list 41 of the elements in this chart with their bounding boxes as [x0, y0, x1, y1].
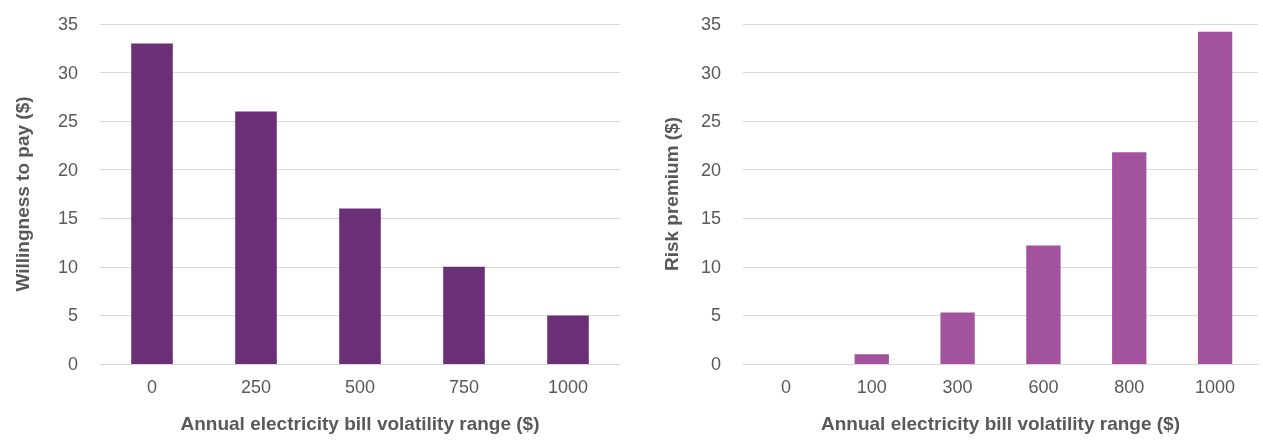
y-tick-label: 10 [57, 256, 78, 277]
y-tick-label: 30 [57, 62, 78, 83]
y-tick-label: 5 [67, 305, 78, 326]
bar [940, 312, 975, 364]
x-tick-label: 1000 [547, 377, 589, 397]
y-tick-label: 15 [57, 208, 78, 229]
y-tick-label: 5 [710, 305, 721, 326]
x-tick-label: 500 [344, 377, 376, 397]
y-axis-title: Willingness to pay ($) [12, 96, 33, 292]
y-tick-label: 30 [700, 62, 721, 83]
x-tick-label: 100 [856, 377, 887, 397]
bar [1197, 31, 1233, 364]
y-tick-label: 20 [57, 159, 78, 180]
x-axis-title: Annual electricity bill volatility range ($) [180, 413, 540, 434]
x-tick-label: 0 [146, 377, 158, 397]
bar [1112, 152, 1147, 364]
bar [1026, 245, 1061, 364]
x-tick-label: 600 [1028, 377, 1059, 397]
bar [339, 208, 381, 364]
bar [547, 315, 589, 364]
y-tick-label: 15 [700, 208, 721, 229]
x-tick-label: 800 [1114, 377, 1145, 397]
y-tick-label: 20 [700, 159, 721, 180]
x-tick-label: 250 [240, 377, 272, 397]
y-tick-label: 0 [67, 354, 78, 374]
bar [235, 111, 277, 364]
x-tick-label: 300 [942, 377, 973, 397]
x-tick-label: 1000 [1195, 377, 1236, 397]
y-tick-label: 10 [700, 256, 721, 277]
x-tick-label: 0 [780, 377, 791, 397]
y-tick-label: 0 [710, 354, 721, 374]
y-tick-label: 35 [700, 14, 721, 34]
y-tick-label: 25 [57, 111, 78, 132]
bar [854, 354, 889, 364]
bar [131, 43, 173, 364]
y-tick-label: 25 [700, 111, 721, 132]
x-axis-title: Annual electricity bill volatility range ($) [821, 413, 1180, 434]
bar [443, 266, 485, 364]
x-tick-label: 750 [448, 377, 480, 397]
y-axis-title: Risk premium ($) [661, 116, 682, 272]
y-tick-label: 35 [57, 14, 78, 34]
